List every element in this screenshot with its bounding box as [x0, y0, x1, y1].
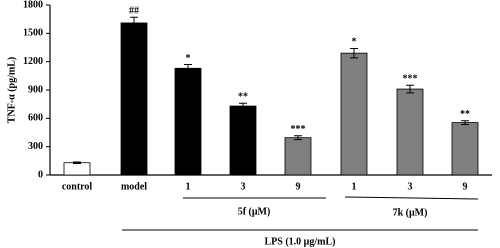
x-tick-label: 3: [241, 181, 246, 192]
bar: [396, 88, 424, 176]
bar: [174, 67, 202, 176]
error-bar: [130, 16, 138, 30]
y-tick-label: 1800: [23, 0, 43, 10]
x-tick-label: 1: [186, 181, 191, 192]
x-tick-label: 9: [296, 181, 301, 192]
x-tick-label: control: [62, 181, 93, 192]
x-tick-label: 1: [352, 181, 357, 192]
x-tick-label: 9: [463, 181, 468, 192]
y-tick-label: 0: [38, 169, 43, 180]
y-axis-label: TNF-α (pg/mL): [6, 57, 17, 123]
y-tick-label: 300: [28, 141, 43, 152]
error-bar: [184, 64, 192, 73]
error-bar: [406, 84, 414, 94]
group-line: [344, 196, 479, 200]
significance-label: *: [186, 53, 191, 64]
significance-label: *: [352, 37, 357, 48]
x-tick-label: model: [121, 181, 147, 192]
significance-label: **: [460, 109, 470, 120]
x-tick-label: 3: [408, 181, 413, 192]
group-label: 5f (μM): [238, 206, 271, 217]
bar: [284, 137, 312, 176]
significance-label: ***: [291, 124, 306, 135]
bar: [120, 22, 148, 176]
error-bar: [239, 102, 247, 110]
y-tick-label: 900: [28, 84, 43, 95]
bar: [340, 52, 368, 176]
error-bar: [73, 161, 81, 164]
treatment-label: LPS (1.0 μg/mL): [265, 236, 336, 247]
bar: [229, 105, 257, 176]
error-bar: [350, 47, 358, 59]
significance-label: ***: [403, 74, 418, 85]
significance-label: **: [238, 92, 248, 103]
error-bar: [294, 135, 302, 141]
error-bar: [461, 120, 469, 125]
y-tick-label: 1200: [23, 56, 43, 67]
group-label: 7k (μM): [393, 207, 428, 218]
bar: [63, 162, 91, 176]
significance-label: ##: [129, 6, 139, 17]
bar: [451, 122, 479, 176]
y-tick-label: 1500: [23, 28, 43, 39]
y-tick-label: 600: [28, 113, 43, 124]
